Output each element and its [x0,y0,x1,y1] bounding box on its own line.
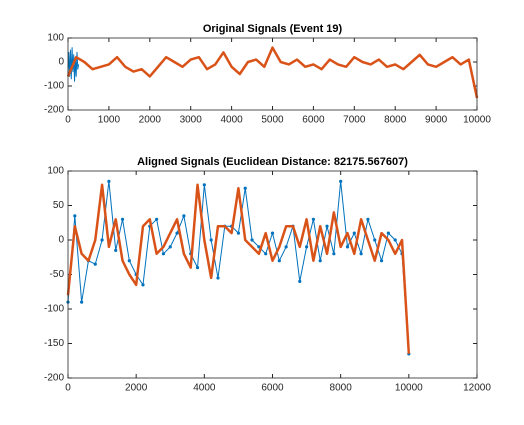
signal-marker [339,179,343,183]
x-tick-label: 10000 [395,383,423,394]
y-tick-label: -150 [44,338,64,349]
signal-marker [107,179,111,183]
signal-marker [379,259,384,263]
signal-marker [298,279,302,283]
signal-marker [73,214,77,218]
x-tick-label: 9000 [425,115,448,126]
x-tick-label: 6000 [302,115,325,126]
x-tick-label: 8000 [384,115,407,126]
signal-marker [325,224,329,228]
x-tick-label: 4000 [220,115,243,126]
signal-marker [202,183,206,187]
signal-marker [120,217,125,221]
x-tick-label: 10000 [463,115,491,126]
signal-marker [114,248,118,252]
signal-marker [304,245,309,249]
y-tick-label: -200 [44,105,64,116]
y-tick-label: 0 [58,235,64,246]
signal-marker [127,259,131,263]
y-tick-label: 100 [47,33,64,44]
y-tick-label: -200 [44,373,64,384]
y-tick-label: 0 [58,57,64,68]
signal-marker [155,217,159,221]
signal-marker [345,245,350,249]
x-tick-label: 6000 [261,383,284,394]
signal-marker [236,231,241,235]
x-tick-label: 4000 [193,383,216,394]
signal-marker [175,231,179,235]
signal-marker [161,252,166,256]
y-tick-label: 50 [53,200,65,211]
signal-marker [318,259,322,263]
signal-marker [216,276,220,280]
signal-marker [352,231,356,235]
signal-marker [359,252,363,256]
axes-box [67,170,478,379]
y-tick-label: 100 [47,166,64,177]
signal-marker [277,259,281,263]
y-tick-label: -50 [50,269,65,280]
signal-marker [168,245,172,249]
chart-title: Original Signals (Event 19) [203,23,343,35]
signal-marker [366,217,370,221]
x-tick-label: 7000 [343,115,366,126]
signal-marker [195,266,200,270]
signal-marker [182,214,186,218]
signal-marker [141,283,145,287]
signal-marker [93,262,97,266]
x-tick-label: 5000 [261,115,284,126]
signal-marker [264,252,268,256]
x-tick-label: 8000 [330,383,353,394]
y-tick-label: -100 [44,81,64,92]
signal-marker [284,245,288,249]
axes-box [67,37,478,111]
signal-line [66,183,411,354]
y-tick-label: -100 [44,304,64,315]
signal-marker [393,238,397,242]
x-tick-label: 3000 [180,115,203,126]
signal-marker [243,186,247,190]
x-tick-label: 12000 [463,383,491,394]
signal-marker [386,231,390,235]
signal-marker [209,238,213,242]
x-tick-label: 0 [65,383,71,394]
signal-marker [80,300,84,304]
signal-marker [373,238,377,242]
signal-line [66,46,479,99]
x-tick-label: 0 [65,115,71,126]
signal-marker [332,252,336,256]
x-tick-label: 2000 [125,383,148,394]
x-tick-label: 2000 [139,115,162,126]
signal-marker [270,231,275,235]
signal-marker [100,238,104,242]
x-tick-label: 1000 [98,115,121,126]
chart-title: Aligned Signals (Euclidean Distance: 821… [137,156,408,168]
signal-marker [250,238,254,242]
signal-marker [311,217,315,221]
